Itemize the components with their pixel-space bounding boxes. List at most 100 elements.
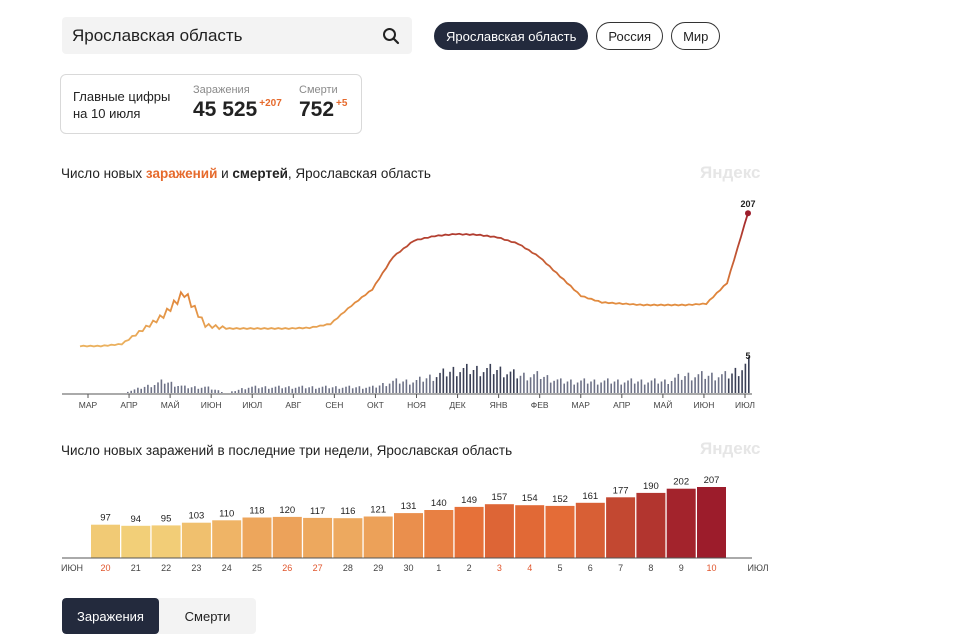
death-bar [637, 381, 639, 393]
death-bar [643, 384, 646, 393]
toggle-deaths[interactable]: Смерти [184, 608, 231, 624]
death-bar [127, 391, 129, 393]
bar [242, 517, 272, 558]
infections-line [79, 212, 749, 348]
death-bar [503, 377, 505, 393]
three-weeks-bar-chart: 97 94 95 103 110 118 120 117 116 121 131 140 149 157 1… [61, 475, 769, 573]
infections-delta: +207 [259, 98, 282, 109]
bar-day-label: 6 [588, 563, 593, 573]
chart2-month-label: ИЮН [61, 563, 83, 573]
death-bar [479, 376, 482, 393]
death-bar [506, 374, 508, 393]
death-bar [580, 380, 582, 393]
bar-day-label: 20 [100, 563, 110, 573]
death-bar [539, 379, 542, 393]
bar [363, 516, 393, 558]
region-pill-russia[interactable]: Россия [596, 22, 664, 50]
death-bar [566, 381, 569, 393]
death-bar [459, 372, 461, 393]
death-bar [244, 389, 247, 393]
death-bar [194, 386, 196, 393]
death-bar [147, 384, 149, 393]
death-bar [670, 381, 673, 393]
death-bar [375, 387, 377, 393]
death-bar [690, 380, 693, 393]
death-bar [476, 365, 478, 393]
search-box[interactable] [62, 17, 412, 54]
death-bar [200, 387, 203, 393]
bar-day-label: 24 [222, 563, 232, 573]
death-bar [204, 386, 206, 393]
death-bar [714, 380, 716, 393]
bar-value-label: 131 [401, 501, 417, 512]
death-bar [741, 370, 743, 393]
chart1-xtick-label: ДЕК [449, 400, 465, 410]
death-bar [613, 381, 616, 393]
death-bar [318, 387, 320, 393]
death-bar [264, 386, 267, 393]
chart1-xtick-label: ФЕВ [531, 400, 549, 410]
death-bar [432, 380, 435, 393]
chart1-xtick-label: МАЙ [653, 399, 672, 410]
death-bar [684, 376, 686, 393]
region-pill-world[interactable]: Мир [671, 22, 721, 50]
death-bar [630, 378, 633, 393]
bar [484, 504, 514, 558]
bar-day-label: 3 [497, 563, 502, 573]
death-bar [633, 383, 636, 393]
death-bar [231, 391, 233, 393]
infections-last-label: 207 [740, 199, 755, 209]
bar-value-label: 140 [431, 498, 447, 509]
chart1-xtick-label: НОЯ [407, 400, 426, 410]
deaths-caption: Смерти [299, 84, 338, 96]
death-bar [402, 381, 404, 393]
bar [91, 524, 120, 558]
death-bar [472, 370, 475, 393]
death-bar [197, 388, 200, 393]
region-pill-yaroslavl[interactable]: Ярославская область [434, 22, 589, 50]
death-bar [536, 371, 539, 393]
bar-day-label: 4 [527, 563, 532, 573]
search-input[interactable] [72, 25, 380, 46]
death-bar [731, 373, 733, 393]
bar-day-label: 30 [403, 563, 413, 573]
death-bar [392, 380, 394, 393]
death-bar [590, 381, 592, 393]
search-icon[interactable] [380, 25, 402, 47]
death-bar [640, 379, 643, 393]
death-bar [456, 376, 458, 393]
bar [575, 502, 605, 558]
death-bar [586, 383, 589, 393]
death-bar [650, 380, 653, 393]
death-bar [721, 374, 723, 393]
death-bar [157, 382, 159, 393]
death-bar [482, 372, 485, 393]
death-bar [707, 375, 710, 393]
death-bar [170, 381, 173, 393]
bar-day-label: 2 [467, 563, 472, 573]
death-bar [398, 383, 401, 393]
bar-day-label: 8 [648, 563, 653, 573]
deaths-figure: Смерти 752 +5 [299, 84, 347, 122]
death-bar [210, 389, 213, 393]
death-bar [711, 372, 713, 393]
death-bar [583, 378, 586, 393]
chart1-title: Число новых заражений и смертей, Ярослав… [61, 166, 431, 181]
death-bar [469, 374, 471, 393]
death-bar [603, 380, 606, 393]
bar-value-label: 120 [279, 505, 295, 516]
death-bar [489, 363, 492, 393]
deaths-total: 752 [299, 98, 335, 121]
chart1-xtick-label: АПР [613, 400, 631, 410]
death-bar [241, 388, 243, 393]
toggle-infections[interactable]: Заражения [62, 598, 159, 634]
bar-day-label: 21 [131, 563, 141, 573]
bar [606, 497, 636, 558]
death-bar [687, 372, 690, 393]
death-bar [234, 391, 236, 393]
death-bar [412, 382, 414, 393]
chart1-xaxis: МАР АПР МАЙ ИЮН ИЮЛ АВГ СЕН ОКТ НОЯ ДЕК ЯНВ ФЕВ МАР А… [79, 394, 755, 410]
bar [272, 516, 302, 558]
death-bar [385, 386, 388, 393]
